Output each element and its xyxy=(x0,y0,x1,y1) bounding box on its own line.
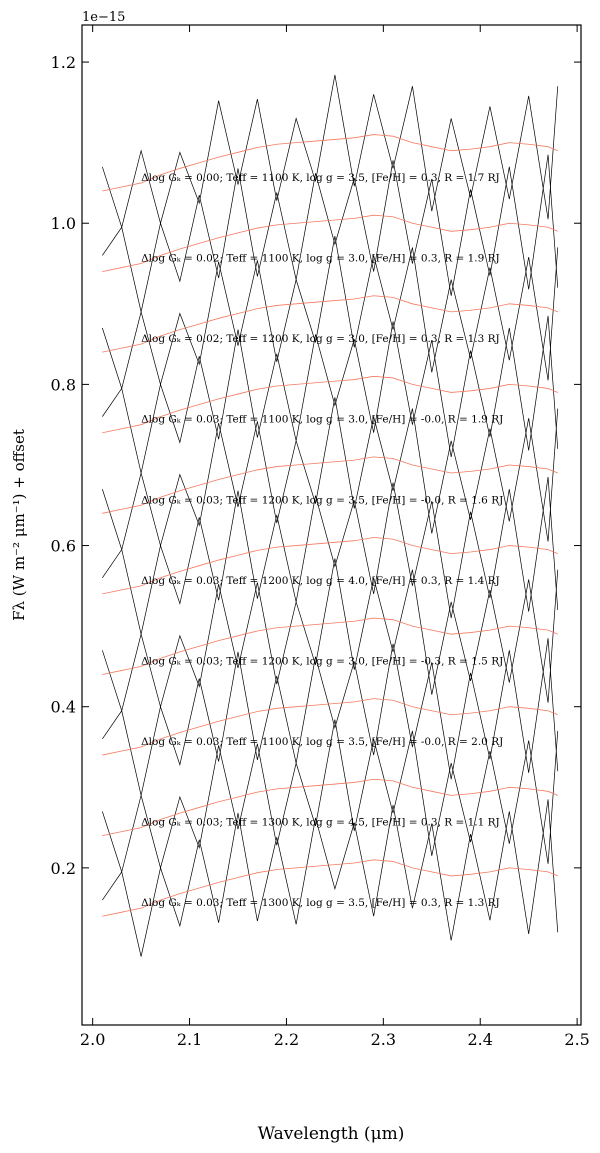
x-tick-label: 2.2 xyxy=(274,1030,299,1049)
spectrum-line xyxy=(102,719,559,874)
annotation: Δlog Gₖ = 0.03; Teff = 1300 K, log g = 3… xyxy=(141,897,500,909)
spectrum-line xyxy=(102,236,559,390)
spectrum-line xyxy=(102,477,559,635)
spectrum-line xyxy=(102,617,558,675)
y-tick-label: 1.0 xyxy=(51,214,76,233)
x-tick-label: 2.4 xyxy=(468,1030,493,1049)
annotation: Δlog Gₖ = 0.03; Teff = 1200 K, log g = 3… xyxy=(141,494,503,506)
spectrum-line xyxy=(102,315,559,474)
x-tick-label: 2.0 xyxy=(80,1030,105,1049)
spectrum-line xyxy=(102,778,558,837)
annotation: Δlog Gₖ = 0.03; Teff = 1100 K, log g = 3… xyxy=(141,736,503,748)
y-tick-label: 0.6 xyxy=(51,537,76,556)
annotation: Δlog Gₖ = 0.02; Teff = 1200 K, log g = 3… xyxy=(141,333,500,345)
y-tick-label: 0.2 xyxy=(51,859,76,878)
annotation: Δlog Gₖ = 0.03; Teff = 1200 K, log g = 4… xyxy=(141,575,500,587)
annotation: Δlog Gₖ = 0.00; Teff = 1100 K, log g = 3… xyxy=(141,172,500,184)
spectrum-line xyxy=(102,558,559,713)
spectrum-line xyxy=(102,134,558,192)
spectrum-line xyxy=(102,295,558,353)
annotation: Δlog Gₖ = 0.03; Teff = 1300 K, log g = 4… xyxy=(141,817,500,829)
spectrum-line xyxy=(102,397,559,551)
spectrum-line xyxy=(102,859,558,917)
spectrum-line xyxy=(102,154,559,312)
spectrum-line xyxy=(102,698,558,756)
spectrum-line xyxy=(102,638,559,796)
offset-text: 1e−15 xyxy=(82,10,125,25)
y-tick-label: 0.8 xyxy=(51,375,76,394)
spectrum-line xyxy=(102,74,559,229)
x-tick-label: 2.3 xyxy=(371,1030,396,1049)
y-axis-label: Fλ (W m⁻² μm⁻¹) + offset xyxy=(10,429,28,621)
spectrum-line xyxy=(102,456,558,514)
x-tick-label: 2.1 xyxy=(177,1030,202,1049)
plot-frame xyxy=(81,24,582,1026)
y-tick-label: 0.4 xyxy=(51,698,76,717)
annotation: Δlog Gₖ = 0.03; Teff = 1100 K, log g = 3… xyxy=(141,414,503,426)
spectrum-line xyxy=(102,537,558,595)
x-tick-label: 2.5 xyxy=(564,1030,589,1049)
x-axis-label: Wavelength (μm) xyxy=(258,1124,405,1144)
y-tick-label: 1.2 xyxy=(51,53,76,72)
annotation: Δlog Gₖ = 0.02; Teff = 1100 K, log g = 3… xyxy=(141,253,500,265)
spectrum-line xyxy=(102,375,558,434)
spectrum-line xyxy=(102,214,558,272)
annotation: Δlog Gₖ = 0.03; Teff = 1200 K, log g = 3… xyxy=(141,655,503,667)
spectrum-line xyxy=(102,799,559,957)
